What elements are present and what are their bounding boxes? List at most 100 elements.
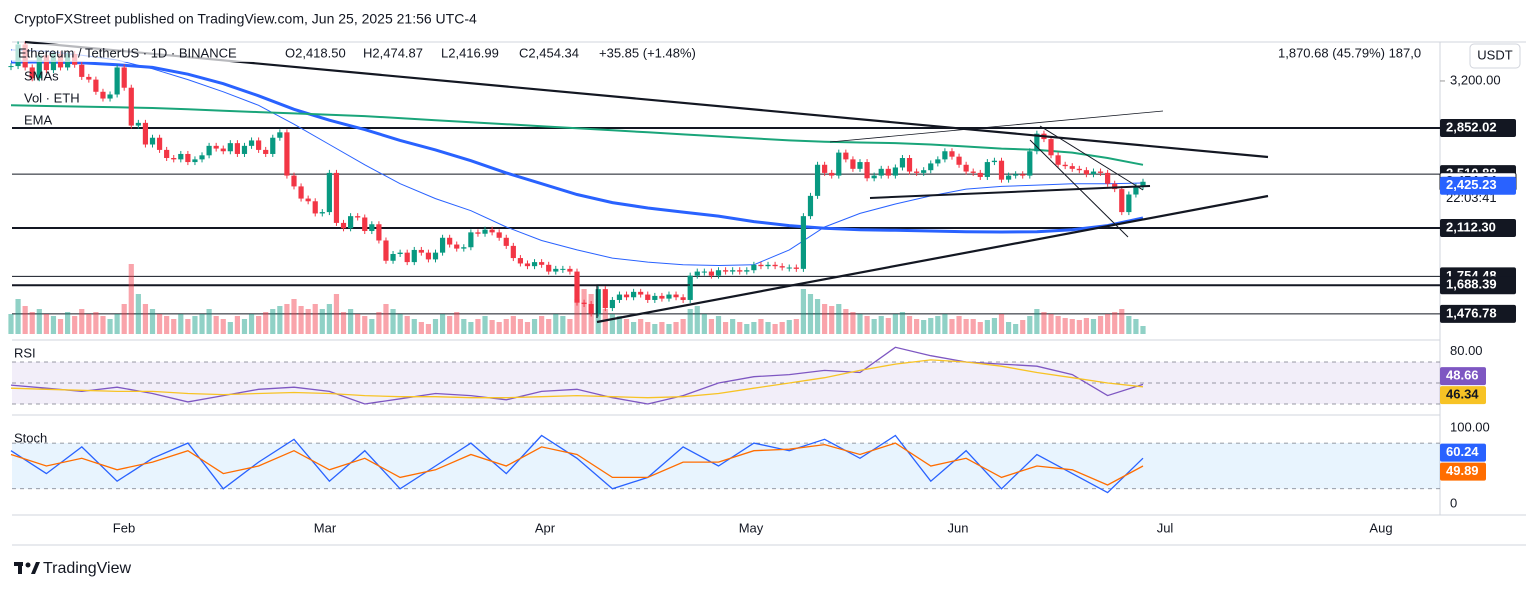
candle — [79, 64, 85, 77]
volume-bar — [921, 320, 927, 334]
volume-bar — [454, 312, 460, 334]
candle — [977, 172, 983, 177]
rsi-last-label: 48.66 — [1446, 368, 1479, 383]
volume-bar — [213, 316, 219, 334]
volume-bar — [553, 314, 559, 334]
volume-bar — [411, 319, 417, 334]
stoch-last-tag — [1440, 462, 1486, 481]
volume-bar — [425, 324, 432, 334]
candle — [1083, 170, 1089, 175]
price-tag — [1440, 176, 1516, 195]
volume-bar — [878, 316, 884, 334]
volume-bar — [43, 314, 49, 334]
volume-bar — [765, 322, 771, 334]
candle — [333, 172, 340, 223]
candle — [1013, 174, 1019, 176]
candle — [539, 262, 545, 265]
candle — [871, 175, 877, 179]
volume-bar — [156, 314, 163, 334]
volume-bar — [298, 306, 304, 334]
candle — [383, 240, 389, 261]
candle — [1027, 151, 1033, 176]
volume-bar — [128, 264, 134, 334]
price-tag-label: 1,688.39 — [1446, 277, 1497, 292]
volume-bar — [362, 316, 368, 334]
candle — [418, 249, 424, 253]
legend-ema: EMA — [24, 112, 53, 127]
volume-bar — [1062, 318, 1068, 334]
ohlc-change: +35.85 (+1.48%) — [599, 45, 696, 60]
candle — [1112, 183, 1118, 190]
candle — [517, 258, 523, 264]
price-tags: 2,852.022,510.882,454.3422:03:412,425.23… — [1439, 119, 1517, 323]
plot: 3,200.00 — [8, 41, 1501, 494]
candle — [1105, 172, 1111, 184]
candle — [199, 155, 205, 160]
candle — [43, 55, 49, 71]
volume-bar — [758, 319, 764, 334]
volume-bar — [149, 309, 156, 334]
ohlc-open: O2,418.50 — [285, 45, 346, 60]
candle — [114, 67, 120, 95]
candle — [616, 294, 623, 300]
volume-bar — [447, 316, 453, 334]
volume-bar — [843, 309, 849, 334]
candle — [758, 264, 764, 267]
volume-bar — [701, 314, 707, 334]
currency[interactable]: USDT — [1477, 47, 1512, 62]
volume-bar — [1005, 322, 1012, 334]
volume-bar — [1083, 318, 1089, 334]
volume-bar — [192, 316, 198, 334]
candle — [567, 268, 573, 272]
volume-bar — [984, 320, 990, 334]
candle — [36, 55, 42, 79]
volume-bar — [906, 316, 913, 334]
candle — [638, 291, 644, 295]
volume-bar — [942, 314, 948, 334]
trendline — [869, 185, 1151, 199]
volume-bar — [178, 314, 184, 334]
ohlc-low: L2,416.99 — [441, 45, 499, 60]
candle — [786, 267, 792, 269]
rsi-line — [10, 359, 1144, 399]
candle — [906, 158, 913, 172]
moving-average — [10, 104, 1144, 166]
candle — [914, 171, 920, 173]
candle — [730, 270, 736, 272]
volume-bar — [546, 319, 552, 334]
candle — [779, 266, 785, 268]
candle — [560, 268, 566, 270]
volume-bar — [616, 316, 623, 334]
volume-bar — [970, 319, 976, 334]
volume-bar — [737, 322, 743, 334]
volume-bar — [22, 306, 28, 334]
candle — [482, 229, 488, 234]
price-tag-label: 2,852.02 — [1446, 119, 1497, 134]
candle — [602, 289, 608, 309]
volume-bar — [822, 304, 828, 334]
candle — [524, 263, 531, 267]
volume-bar — [142, 304, 149, 334]
candle — [765, 264, 771, 267]
candle — [673, 294, 679, 298]
range-box — [596, 284, 690, 318]
candle — [29, 67, 35, 79]
month-label: Feb — [113, 520, 135, 535]
volume-bar — [836, 304, 842, 334]
candle — [227, 143, 233, 152]
header: Ethereum / TetherUS · 1D · BINANCE O2,41… — [12, 44, 1421, 127]
volume-bar — [482, 316, 488, 334]
candle — [885, 168, 891, 176]
price-tag — [1440, 304, 1516, 323]
candle — [722, 270, 729, 272]
currency-box[interactable] — [1469, 43, 1521, 69]
month-label: Jul — [1157, 520, 1174, 535]
legend-sma: SMAs — [24, 68, 59, 83]
candle — [1005, 175, 1012, 180]
candle — [220, 148, 226, 152]
volume-bar — [1097, 316, 1104, 334]
candle — [984, 162, 990, 177]
candle — [609, 299, 615, 309]
rsi-line — [10, 346, 1144, 405]
candle — [277, 132, 283, 138]
